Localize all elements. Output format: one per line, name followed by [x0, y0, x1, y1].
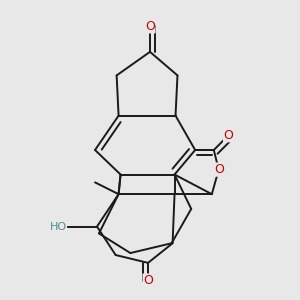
- Text: O: O: [214, 163, 224, 176]
- Text: O: O: [224, 129, 233, 142]
- Text: O: O: [145, 20, 155, 33]
- Text: O: O: [143, 274, 153, 287]
- Text: HO: HO: [50, 222, 67, 232]
